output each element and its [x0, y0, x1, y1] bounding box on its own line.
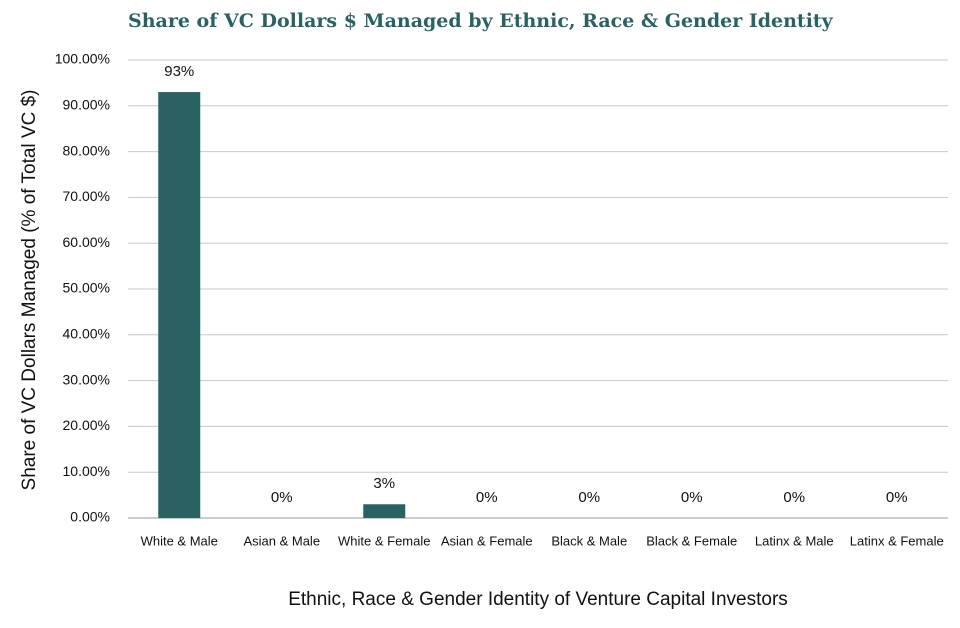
y-tick-label: 70.00% — [63, 188, 110, 204]
y-tick-label: 90.00% — [63, 97, 110, 113]
bar — [158, 92, 201, 518]
value-label: 0% — [783, 489, 805, 506]
y-tick-label: 30.00% — [63, 371, 110, 387]
y-tick-label: 80.00% — [63, 142, 110, 158]
bar — [363, 504, 406, 518]
chart-title: Share of VC Dollars $ Managed by Ethnic,… — [128, 10, 834, 32]
x-tick-label: Latinx & Male — [755, 533, 834, 548]
x-tick-label: White & Female — [338, 533, 430, 548]
value-label: 0% — [476, 489, 498, 506]
value-label: 0% — [271, 489, 293, 506]
y-tick-label: 0.00% — [70, 509, 110, 525]
x-tick-label: Black & Male — [551, 533, 627, 548]
y-tick-label: 40.00% — [63, 326, 110, 342]
value-label: 93% — [164, 63, 194, 80]
x-tick-label: Asian & Female — [441, 533, 533, 548]
value-label: 0% — [681, 489, 703, 506]
value-label: 0% — [886, 489, 908, 506]
value-label: 3% — [373, 475, 395, 492]
y-tick-label: 20.00% — [63, 417, 110, 433]
x-tick-label: Asian & Male — [243, 533, 320, 548]
y-tick-label: 50.00% — [63, 280, 110, 296]
y-axis-title: Share of VC Dollars Managed (% of Total … — [19, 90, 40, 491]
value-label: 0% — [578, 489, 600, 506]
y-tick-label: 100.00% — [55, 51, 110, 67]
x-tick-label: Latinx & Female — [850, 533, 944, 548]
x-tick-label: Black & Female — [646, 533, 737, 548]
y-tick-label: 60.00% — [63, 234, 110, 250]
y-tick-label: 10.00% — [63, 463, 110, 479]
x-tick-label: White & Male — [141, 533, 218, 548]
x-axis-title: Ethnic, Race & Gender Identity of Ventur… — [288, 589, 788, 610]
